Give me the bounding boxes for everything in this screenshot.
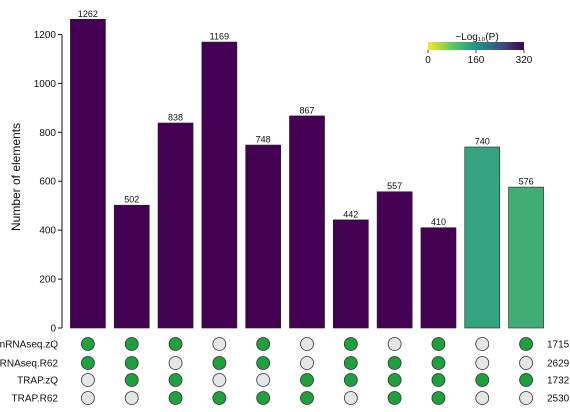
- bar: [289, 115, 325, 329]
- membership-dot-filled: [168, 373, 183, 387]
- bar: [508, 186, 544, 329]
- membership-dot-filled: [212, 391, 227, 405]
- membership-dot-filled: [300, 391, 314, 405]
- membership-dot-empty: [519, 391, 533, 405]
- legend: −Log₁₀(P) 0 160 320: [425, 32, 533, 66]
- membership-dot-empty: [519, 356, 533, 370]
- y-axis-label: Number of elements: [9, 123, 23, 231]
- y-tick-label: 800: [39, 128, 56, 139]
- bar: [157, 122, 194, 329]
- membership-dot-filled: [81, 356, 95, 370]
- y-tick-label: 200: [39, 275, 56, 286]
- membership-dot-filled: [81, 337, 95, 351]
- membership-dot-filled: [343, 356, 358, 370]
- membership-dot-filled: [256, 356, 271, 370]
- bar: [376, 191, 413, 329]
- legend-colorbar: [428, 42, 524, 50]
- y-tick-label: 1000: [34, 79, 57, 90]
- bar-value-label: 410: [431, 217, 446, 227]
- membership-dot-filled: [387, 373, 402, 387]
- membership-dot-filled: [387, 356, 402, 370]
- membership-dot-empty: [475, 391, 490, 405]
- membership-dot-empty: [387, 337, 402, 351]
- membership-dot-empty: [124, 391, 139, 405]
- membership-dot-empty: [475, 356, 490, 370]
- bar-value-label: 1169: [210, 32, 229, 42]
- set-name-label: snRNAseq.zQ: [0, 340, 58, 351]
- membership-dot-filled: [300, 373, 314, 387]
- set-size-label: 2629: [547, 359, 570, 370]
- membership-dot-filled: [475, 373, 490, 387]
- membership-dot-filled: [519, 373, 533, 387]
- membership-dot-filled: [168, 337, 183, 351]
- legend-tick-label: 320: [516, 55, 533, 66]
- bar-value-label: 557: [387, 181, 402, 191]
- membership-dot-filled: [519, 337, 533, 351]
- bar-value-label: 502: [124, 195, 139, 205]
- set-name-label: snRNAseq.R62: [0, 359, 58, 370]
- y-axis: 0 200 400 600 800 1000 1200: [34, 30, 63, 335]
- bar: [113, 204, 150, 329]
- y-tick-label: 600: [39, 177, 56, 188]
- membership-dot-filled: [256, 391, 271, 405]
- membership-dot-empty: [475, 337, 490, 351]
- membership-dot-filled: [431, 373, 446, 387]
- legend-ticks: 0 160 320: [425, 50, 533, 66]
- membership-dot-filled: [212, 356, 227, 370]
- bar-value-label: 1262: [78, 9, 98, 19]
- membership-dot-filled: [387, 391, 402, 405]
- membership-dot-filled: [431, 391, 446, 405]
- set-size-label: 2530: [547, 394, 570, 405]
- set-name-label: TRAP.zQ: [17, 376, 58, 387]
- membership-dot-empty: [300, 356, 314, 370]
- bar-value-label: 867: [299, 105, 314, 115]
- bar-value-label: 576: [519, 177, 534, 187]
- membership-dot-empty: [212, 337, 227, 351]
- membership-dot-filled: [124, 356, 139, 370]
- y-tick-label: 400: [39, 226, 56, 237]
- membership-dot-empty: [212, 373, 227, 387]
- bar: [201, 41, 238, 329]
- set-matrix: snRNAseq.zQ 1715 snRNAseq.R62 2629 TRAP.zQ 17…: [0, 337, 570, 405]
- y-tick-label: 1200: [34, 30, 57, 41]
- membership-dot-filled: [124, 373, 139, 387]
- membership-dot-filled: [168, 391, 183, 405]
- bar-value-label: 748: [256, 135, 271, 145]
- bar: [70, 18, 106, 329]
- bar: [420, 227, 457, 329]
- set-size-label: 1715: [547, 340, 570, 351]
- membership-dot-empty: [81, 373, 95, 387]
- y-tick-label: 0: [50, 324, 56, 335]
- membership-dot-filled: [256, 337, 271, 351]
- set-name-label: TRAP.R62: [11, 394, 58, 405]
- set-size-label: 1732: [547, 376, 570, 387]
- membership-dot-filled: [431, 356, 446, 370]
- bars: 1262 502 838 1169 748 867 442 557 410 740 576: [70, 9, 544, 329]
- membership-dot-filled: [343, 337, 358, 351]
- bar: [245, 144, 282, 329]
- bar-value-label: 838: [168, 113, 183, 123]
- membership-dot-filled: [431, 337, 446, 351]
- legend-tick-label: 0: [425, 55, 431, 66]
- membership-dot-empty: [81, 391, 95, 405]
- membership-dot-empty: [256, 373, 271, 387]
- membership-dot-empty: [168, 356, 183, 370]
- legend-tick-label: 160: [468, 55, 485, 66]
- bar: [464, 146, 501, 329]
- bar-value-label: 442: [343, 209, 358, 219]
- bar-value-label: 740: [475, 136, 490, 146]
- bar: [332, 219, 369, 329]
- membership-dot-filled: [343, 373, 358, 387]
- membership-dot-empty: [343, 391, 358, 405]
- legend-title: −Log₁₀(P): [455, 32, 498, 43]
- membership-dot-filled: [124, 337, 139, 351]
- membership-dot-empty: [300, 337, 314, 351]
